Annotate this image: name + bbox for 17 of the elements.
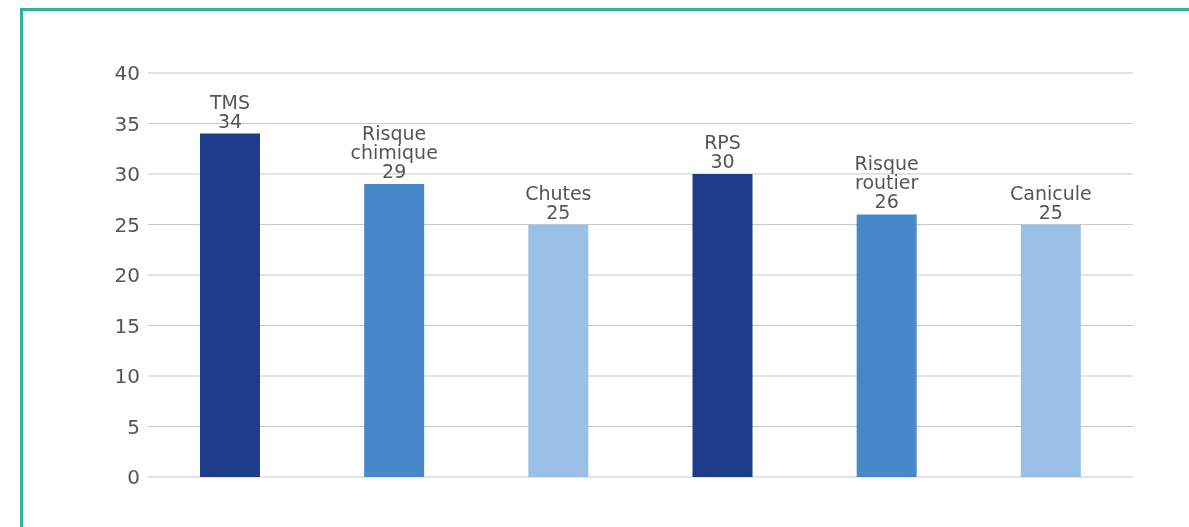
y-tick-label: 15 [114, 313, 140, 338]
bar [200, 133, 260, 477]
y-tick-label: 25 [114, 212, 140, 237]
bar [856, 214, 917, 477]
y-tick-label: 40 [114, 61, 140, 86]
bar [692, 174, 753, 477]
y-tick-label: 20 [114, 263, 140, 288]
y-tick-label: 10 [114, 364, 140, 389]
bar [364, 184, 425, 477]
y-tick-label: 0 [127, 465, 140, 490]
y-tick-label: 35 [114, 111, 140, 136]
y-tick-label: 5 [127, 414, 140, 439]
y-tick-label: 30 [114, 162, 140, 187]
bar [528, 224, 589, 477]
bar [1020, 224, 1081, 477]
data-label: 30 [710, 150, 735, 172]
x-tick-label: RPS [704, 131, 741, 153]
